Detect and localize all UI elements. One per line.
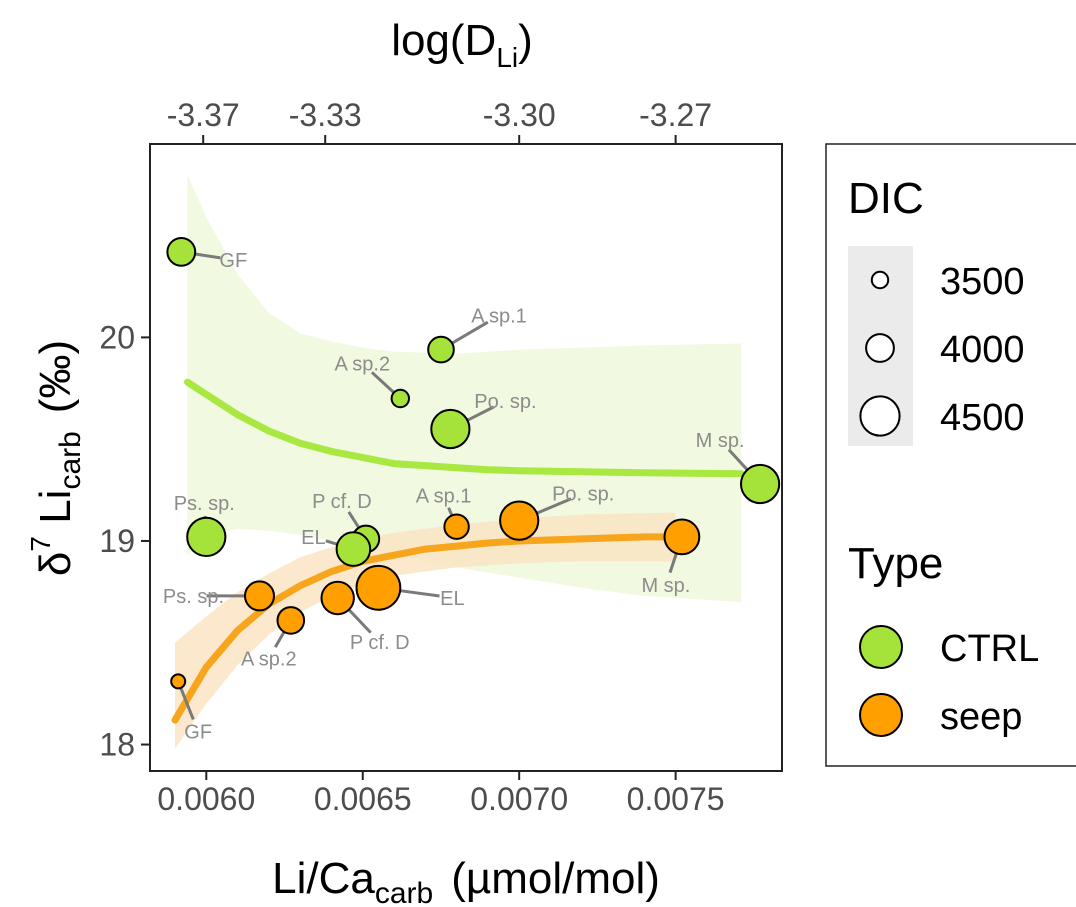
seep-point (276, 606, 306, 635)
plot-area: GF A sp.1 A sp.2 Po. sp. M sp. Ps. sp. P cf. D… (149, 143, 783, 772)
ctrl-leader-line (727, 448, 749, 471)
ctrl-point-label: A sp.2 (334, 354, 390, 376)
legend-type-entries: CTRL seep (859, 625, 1039, 738)
x-tick-label: 0.0065 (314, 781, 412, 817)
ctrl-leader-line (325, 539, 338, 546)
ctrl-leader-line (370, 371, 395, 394)
legend-size-title: DIC (848, 174, 924, 223)
y-tick-label: 18 (99, 727, 135, 763)
legend-type-swatch (859, 625, 903, 669)
ctrl-point-label: EL (301, 527, 325, 549)
x-tick-label: 0.0075 (627, 781, 725, 817)
seep-point-label: P cf. D (350, 632, 410, 654)
y-tick-label: 20 (99, 319, 135, 355)
seep-point (663, 518, 701, 556)
x-tick-label: 0.0060 (157, 781, 255, 817)
seep-point-label: A sp.2 (241, 648, 297, 670)
seep-leader-line (447, 507, 454, 517)
seep-leader-line (668, 552, 678, 574)
seep-point-label: Po. sp. (552, 484, 614, 506)
seep-leader-line (179, 687, 195, 720)
seep-point (170, 673, 187, 690)
ctrl-point (427, 335, 455, 364)
confidence-bands (175, 174, 742, 749)
top-axis-title: log(DLi) (391, 16, 533, 73)
ctrl-leader-line (466, 405, 495, 422)
seep-point-label: EL (440, 588, 464, 610)
top-tick-label: -3.37 (167, 97, 240, 133)
legend-type-label: CTRL (940, 628, 1039, 670)
legend-box (825, 143, 1076, 767)
top-tick-label: -3.27 (639, 97, 712, 133)
seep-leader-line (274, 631, 286, 648)
ctrl-point (186, 516, 227, 558)
seep-point (355, 564, 402, 611)
ctrl-point-label: Po. sp. (474, 391, 536, 413)
y-axis: 18 19 20 (99, 319, 150, 763)
x-tick-label: 0.0070 (470, 781, 568, 817)
ctrl-point-label: M sp. (696, 430, 745, 452)
ctrl-point (335, 531, 372, 567)
seep-point (320, 580, 355, 616)
ctrl-point-label: Ps. sp. (174, 493, 235, 515)
ctrl-point-label: GF (219, 250, 247, 272)
svg-text:δ7 Licarb(‰): δ7 Licarb(‰) (25, 340, 87, 576)
legend-size-circle (865, 333, 895, 363)
legend-size-label: 3500 (940, 261, 1025, 303)
ctrl-leader-line (194, 252, 221, 260)
data-points (166, 237, 781, 690)
seep-point-label: M sp. (641, 575, 690, 597)
seep-point (499, 500, 540, 541)
seep-point (443, 513, 470, 540)
legend: DIC 3500 4000 4500 Type CTRL seep (825, 143, 1076, 767)
ctrl-point-label: P cf. D (312, 491, 372, 513)
seep-fit-line (171, 533, 680, 724)
seep-confidence-band (175, 512, 676, 749)
legend-size-label: 4000 (940, 329, 1025, 371)
legend-type-title: Type (848, 539, 943, 588)
seep-point (244, 580, 275, 612)
seep-point-label: GF (184, 721, 212, 743)
ctrl-confidence-band (187, 174, 742, 602)
seep-leader-line (536, 497, 572, 515)
legend-size-entries: 3500 4000 4500 (859, 261, 1025, 439)
seep-point-label: Ps. sp. (163, 586, 224, 608)
seep-leader-line (399, 589, 440, 598)
top-axis: -3.37 -3.33 -3.30 -3.27 (167, 97, 712, 144)
legend-type-label: seep (940, 696, 1022, 738)
ctrl-point (430, 408, 471, 450)
y-axis-title: δ7 Licarb(‰) (25, 340, 87, 576)
legend-type-swatch (859, 693, 903, 737)
top-tick-label: -3.33 (289, 97, 362, 133)
legend-size-circle (870, 270, 890, 290)
x-axis-title: Li/Cacarb (µmol/mol) (272, 854, 660, 907)
seep-leader-line (347, 608, 372, 634)
y-tick-label: 19 (99, 523, 135, 559)
ctrl-leader-line (451, 320, 489, 345)
ctrl-point (740, 463, 781, 505)
label-leader-lines (179, 252, 749, 720)
ctrl-leader-line (347, 511, 361, 529)
legend-size-label: 4500 (940, 397, 1025, 439)
fit-lines (171, 378, 745, 724)
seep-point-label: A sp.1 (416, 486, 472, 508)
x-axis: 0.0060 0.0065 0.0070 0.0075 (157, 771, 725, 817)
ctrl-point (166, 237, 197, 267)
legend-size-circle (859, 395, 901, 437)
ctrl-point (390, 388, 410, 409)
plot-frame (149, 143, 783, 772)
ctrl-fit-line (184, 378, 745, 478)
top-tick-label: -3.30 (483, 97, 556, 133)
point-labels: GF A sp.1 A sp.2 Po. sp. M sp. Ps. sp. P cf. D… (163, 250, 745, 744)
ctrl-point-label: A sp.1 (471, 306, 527, 328)
